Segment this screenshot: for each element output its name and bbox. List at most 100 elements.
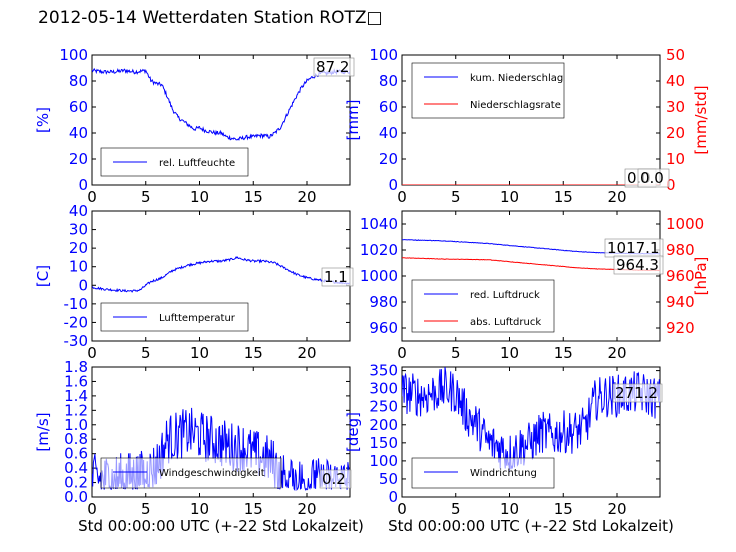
value-annotation-box [319, 469, 352, 489]
plot-frame [401, 366, 661, 498]
y2-tick-label: 960 [666, 267, 695, 285]
chart-panel-humidity: 0 5 10 15 20 0 20 40 60 80 100 [%] 87.2 rel. Luftfeuc… [34, 46, 355, 206]
y-tick-label: 960 [369, 319, 398, 337]
y-tick-label: 150 [369, 434, 398, 452]
x-tick-label: 20 [607, 500, 626, 518]
legend-label: rel. Luftfeuchte [159, 158, 235, 169]
y-tick-label: 1.4 [64, 387, 88, 405]
y-tick-label: 40 [379, 124, 398, 142]
x-axis-label: Std 00:00:00 UTC (+-22 Std Lokalzeit) [388, 517, 674, 535]
y-tick-label: 0 [78, 276, 88, 294]
y2-tick-label: 940 [666, 293, 695, 311]
legend-label: Windgeschwindigkeit [159, 468, 265, 479]
y-tick-label: 1.2 [64, 401, 88, 419]
x-tick-label: 0 [87, 344, 97, 362]
y2-tick-label: 40 [666, 72, 685, 90]
legend-frame [100, 302, 249, 332]
x-tick-label: 10 [500, 188, 519, 206]
x-tick-label: 0 [87, 500, 97, 518]
y2-tick-label: 50 [666, 46, 685, 64]
y-tick-label: 0 [388, 488, 398, 506]
y-tick-label: 200 [369, 416, 398, 434]
x-tick-label: 20 [297, 344, 316, 362]
y-tick-label: 50 [379, 470, 398, 488]
x-tick-label: 15 [554, 188, 573, 206]
legend-frame [411, 457, 555, 489]
y-axis-label: [%] [34, 107, 52, 133]
x-tick-label: 20 [297, 500, 316, 518]
legend: Windgeschwindigkeit [100, 457, 282, 489]
x-tick-label: 0 [397, 188, 407, 206]
value-annotation: 1017.1 [607, 239, 660, 257]
legend: rel. Luftfeuchte [100, 147, 249, 177]
y-tick-label: 1.0 [64, 416, 88, 434]
y-tick-label: 80 [379, 72, 398, 90]
legend: red. Luftdruck abs. Luftdruck [411, 279, 555, 333]
y-tick-label: 250 [369, 398, 398, 416]
y2-tick-label: 920 [666, 319, 695, 337]
legend-label: Lufttemperatur [159, 313, 236, 324]
x-axis-label: Std 00:00:00 UTC (+-22 Std Lokalzeit) [78, 517, 364, 535]
legend-label: abs. Luftdruck [470, 317, 541, 328]
x-tick-label: 5 [451, 344, 461, 362]
y2-tick-label: 0 [666, 176, 676, 194]
y-tick-label: 1000 [360, 267, 398, 285]
y2-tick-label: 10 [666, 150, 685, 168]
y2-tick-label: 30 [666, 98, 685, 116]
value-annotation: 0.0 [640, 169, 664, 187]
legend-label: red. Luftdruck [470, 290, 540, 301]
value-annotation-box [313, 57, 355, 77]
series-line-winddir-0 [402, 367, 660, 472]
y-tick-label: 100 [59, 46, 88, 64]
y-tick-label: -10 [64, 295, 89, 313]
y-tick-label: 350 [369, 362, 398, 380]
y2-tick-label: 980 [666, 241, 695, 259]
legend-label: Windrichtung [470, 468, 537, 479]
y-tick-label: 10 [69, 258, 88, 276]
legend: Windrichtung [411, 457, 555, 489]
x-tick-label: 15 [244, 500, 263, 518]
legend-frame [411, 279, 555, 333]
plot-frame [91, 54, 351, 186]
legend: Lufttemperatur [100, 302, 249, 332]
value-annotation: 87.2 [316, 58, 349, 76]
y-tick-label: 0.6 [64, 445, 88, 463]
y-tick-label: 30 [69, 221, 88, 239]
x-tick-label: 15 [244, 188, 263, 206]
y-tick-label: 100 [369, 46, 398, 64]
y-tick-label: 0.2 [64, 474, 88, 492]
y-tick-label: -20 [64, 313, 89, 331]
y-tick-label: 60 [379, 98, 398, 116]
x-tick-label: 20 [297, 188, 316, 206]
y-tick-label: 1040 [360, 215, 398, 233]
y-tick-label: 100 [369, 452, 398, 470]
y-tick-label: 40 [69, 202, 88, 220]
y-tick-label: 0.0 [64, 488, 88, 506]
x-tick-label: 5 [141, 500, 151, 518]
y-axis-label: [C] [34, 265, 52, 287]
y-tick-label: 0 [78, 176, 88, 194]
y-tick-label: 980 [369, 293, 398, 311]
x-tick-label: 10 [190, 500, 209, 518]
value-annotation-box [321, 267, 354, 287]
x-tick-label: 20 [607, 344, 626, 362]
y-tick-label: 20 [379, 150, 398, 168]
value-annotation: 271.2 [615, 384, 658, 402]
y-axis-label: [deg] [344, 412, 362, 452]
x-tick-label: 15 [554, 344, 573, 362]
y2-tick-label: 1000 [666, 215, 704, 233]
x-tick-label: 10 [190, 344, 209, 362]
y-tick-label: 40 [69, 124, 88, 142]
y2-tick-label: 20 [666, 124, 685, 142]
legend-label: Niederschlagsrate [470, 100, 561, 111]
x-tick-label: 0 [87, 188, 97, 206]
plot-frame [91, 366, 351, 498]
value-annotation-box [637, 168, 670, 188]
y2-axis-label: [hPa] [692, 257, 710, 296]
y-tick-label: 20 [69, 239, 88, 257]
x-tick-label: 5 [141, 344, 151, 362]
figure-title: 2012-05-14 Wetterdaten Station ROTZ□ [38, 8, 383, 28]
